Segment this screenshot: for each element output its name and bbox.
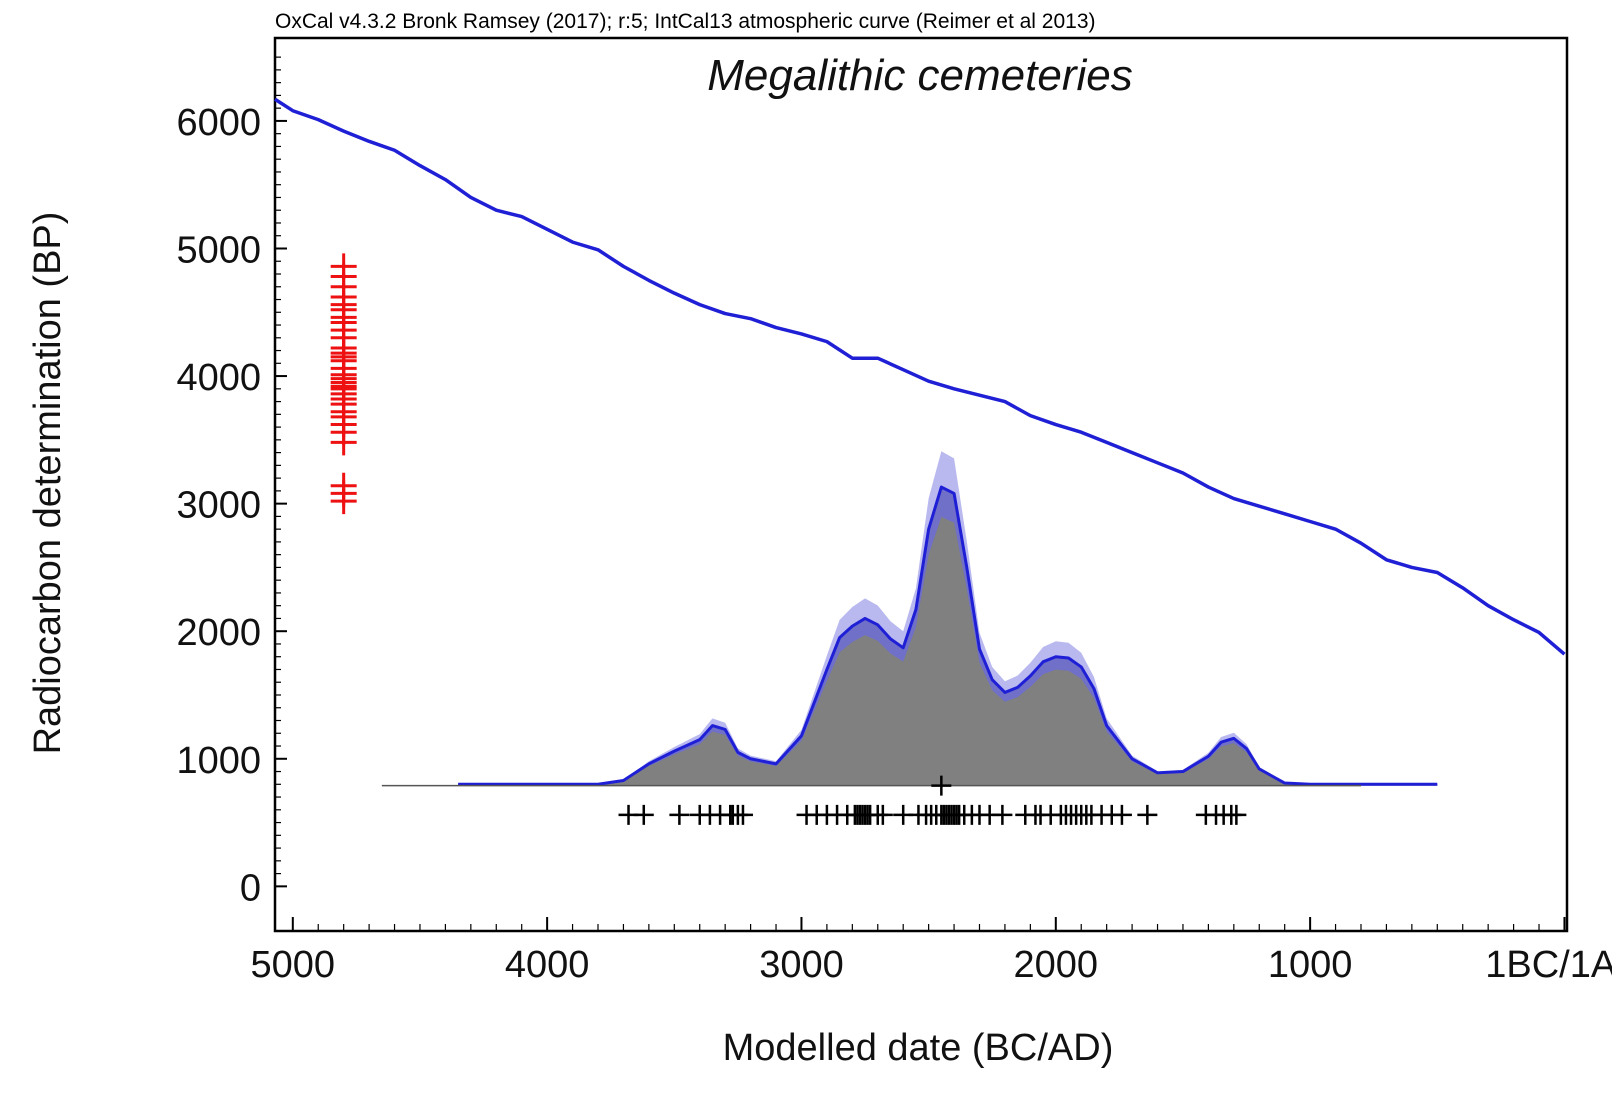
c14-date-marker xyxy=(330,472,357,499)
date-marker xyxy=(1226,804,1247,825)
plot-frame xyxy=(273,36,1569,933)
date-marker xyxy=(669,804,690,825)
x-tick-label: 2000 xyxy=(1014,944,1099,986)
x-tick-label: 5000 xyxy=(251,944,336,986)
y-tick-label: 3000 xyxy=(176,485,261,527)
date-marker xyxy=(1111,804,1132,825)
x-tick-label: 3000 xyxy=(759,944,844,986)
x-tick-label: 1BC/1AD xyxy=(1485,944,1612,986)
y-tick-label: 4000 xyxy=(176,357,261,399)
calibration-curve-line xyxy=(274,97,1566,656)
date-marker xyxy=(633,804,654,825)
date-marker xyxy=(732,804,753,825)
sum-outline-line xyxy=(458,485,1438,786)
y-tick-label: 2000 xyxy=(176,612,261,654)
y-axis-label: Radiocarbon determination (BP) xyxy=(27,212,69,755)
c14-date-marker xyxy=(330,253,357,280)
chart-title: Megalithic cemeteries xyxy=(707,51,1133,100)
y-tick-label: 5000 xyxy=(176,229,261,271)
date-marker xyxy=(992,804,1013,825)
axes-layer: 0 1000 2000 3000 4000 5000 6000 5000 4000 3000 200… xyxy=(176,56,1612,986)
date-marker xyxy=(872,804,893,825)
x-tick-label: 1000 xyxy=(1268,944,1353,986)
y-tick-label: 1000 xyxy=(176,740,261,782)
date-marker xyxy=(1137,804,1158,825)
sum-fill-area xyxy=(458,516,1438,786)
mean-marker xyxy=(931,775,952,796)
y-tick-label: 6000 xyxy=(176,102,261,144)
chart-header: OxCal v4.3.2 Bronk Ramsey (2017); r:5; I… xyxy=(275,10,1096,33)
x-tick-label: 4000 xyxy=(505,944,590,986)
plot-layer xyxy=(274,97,1566,825)
y-tick-label: 0 xyxy=(240,867,261,909)
x-axis-label: Modelled date (BC/AD) xyxy=(723,1027,1114,1069)
